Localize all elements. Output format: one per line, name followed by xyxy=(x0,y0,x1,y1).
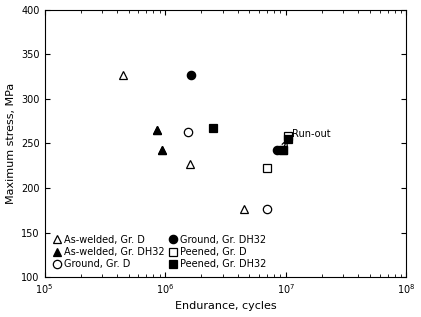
Line: Ground, Gr. D: Ground, Gr. D xyxy=(184,128,271,213)
Peened, Gr. D xyxy=(264,166,269,170)
As-welded, Gr. D xyxy=(241,207,246,210)
Line: Ground, Gr. DH32: Ground, Gr. DH32 xyxy=(187,70,281,154)
Ground, Gr. DH32 xyxy=(274,148,280,152)
Text: Run-out: Run-out xyxy=(292,129,330,139)
As-welded, Gr. D xyxy=(187,162,192,166)
Line: As-welded, Gr. D: As-welded, Gr. D xyxy=(119,70,248,213)
Peened, Gr. D xyxy=(280,148,285,152)
Ground, Gr. D xyxy=(186,130,191,134)
Peened, Gr. DH32 xyxy=(286,137,291,141)
Ground, Gr. D xyxy=(264,207,269,210)
As-welded, Gr. D xyxy=(160,148,165,152)
Peened, Gr. DH32 xyxy=(210,126,216,130)
X-axis label: Endurance, cycles: Endurance, cycles xyxy=(175,301,276,311)
Line: Peened, Gr. D: Peened, Gr. D xyxy=(263,132,293,172)
Line: As-welded, Gr. DH32: As-welded, Gr. DH32 xyxy=(152,126,167,154)
As-welded, Gr. D xyxy=(121,73,126,77)
Ground, Gr. DH32 xyxy=(189,73,194,77)
As-welded, Gr. D xyxy=(154,128,159,132)
Peened, Gr. DH32 xyxy=(280,148,285,152)
Legend: As-welded, Gr. D, As-welded, Gr. DH32, Ground, Gr. D, Ground, Gr. DH32, Peened, : As-welded, Gr. D, As-welded, Gr. DH32, G… xyxy=(49,232,269,272)
Y-axis label: Maximum stress, MPa: Maximum stress, MPa xyxy=(5,83,16,204)
As-welded, Gr. DH32 xyxy=(160,148,165,152)
Peened, Gr. D xyxy=(286,134,291,138)
As-welded, Gr. DH32 xyxy=(154,128,159,132)
Line: Peened, Gr. DH32: Peened, Gr. DH32 xyxy=(209,124,293,154)
